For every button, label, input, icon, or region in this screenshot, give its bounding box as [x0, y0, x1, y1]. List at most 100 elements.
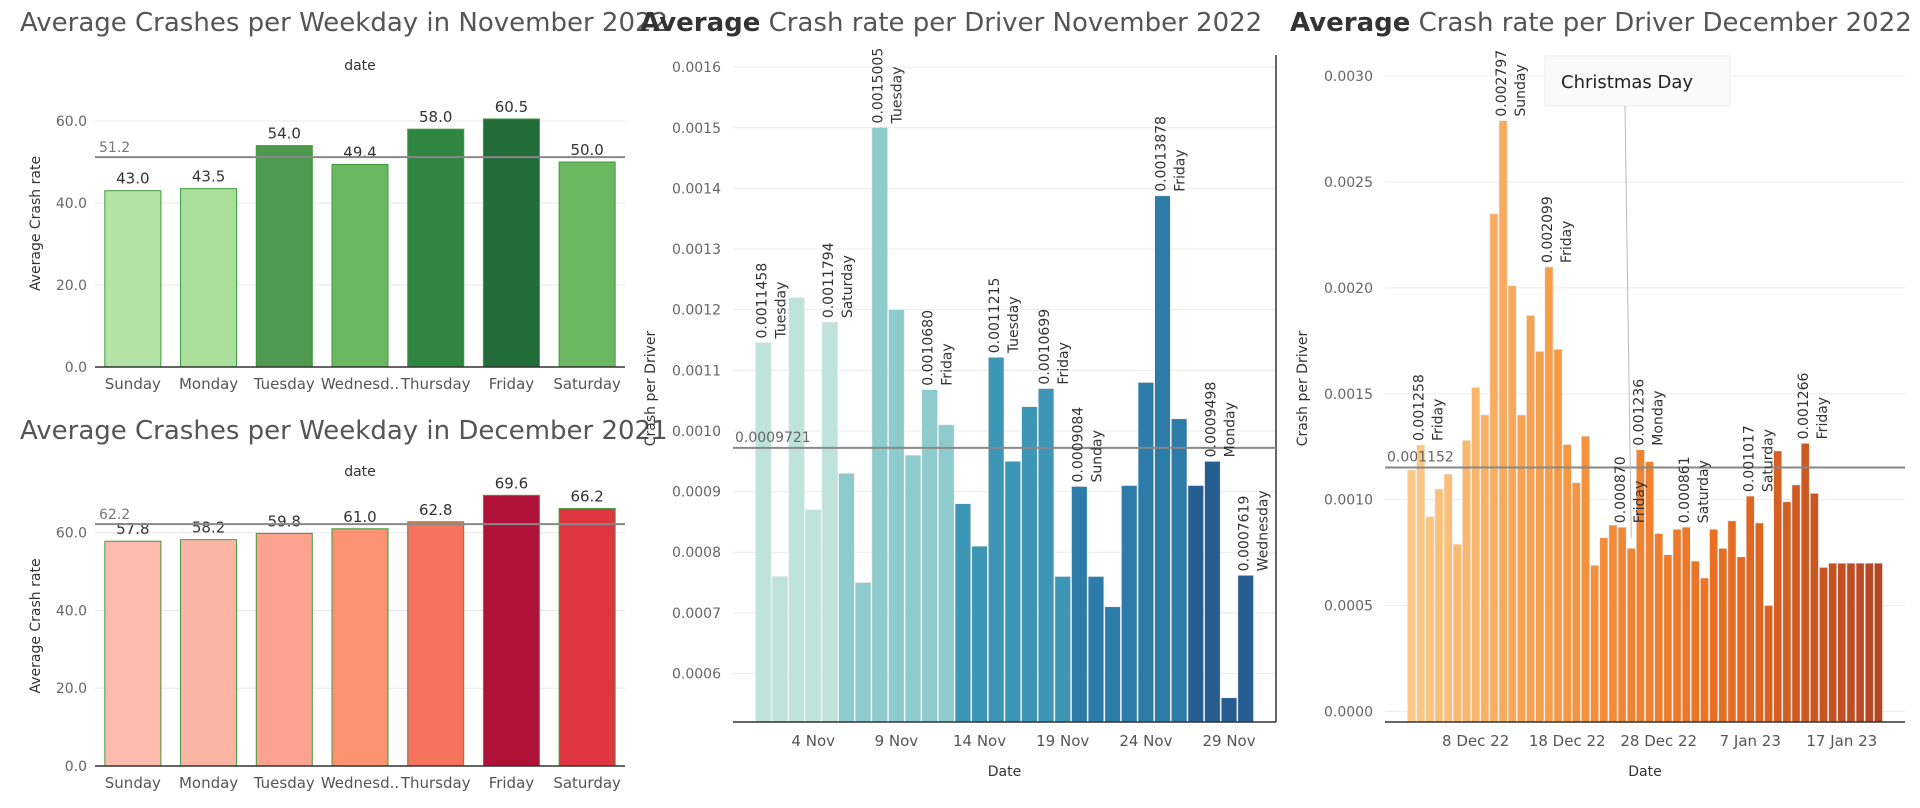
- bar-2022-12-30: [1672, 529, 1682, 723]
- bar-2022-12-01: [1407, 469, 1416, 723]
- bar-2022-12-18: [1562, 444, 1572, 723]
- annotation-day: Tuesday: [1006, 296, 1022, 354]
- bar-2023-01-16: [1828, 562, 1838, 723]
- annotation-value: 0.0013878: [1154, 116, 1170, 192]
- data-label: 61.0: [343, 508, 376, 526]
- bar-2023-01-17: [1837, 562, 1847, 723]
- bar-2022-11-02: [771, 576, 789, 723]
- annotation-value: 0.001236: [1631, 379, 1647, 446]
- annotation-value: 0.001258: [1412, 374, 1428, 441]
- x-tick-label: Saturday: [553, 774, 621, 792]
- annotation-value: 0.000870: [1613, 456, 1629, 523]
- bar-2022-11-10: [904, 454, 922, 723]
- y-axis-label: Crash per Driver: [643, 331, 659, 447]
- bar-saturday: [558, 508, 616, 767]
- bar-tuesday: [255, 532, 313, 767]
- top-axis-label: date: [344, 464, 376, 480]
- bar-2022-11-01: [755, 342, 772, 723]
- annotation-value: 0.0009498: [1203, 382, 1219, 458]
- bar-2022-12-22: [1599, 537, 1609, 723]
- bar-2023-01-12: [1791, 484, 1801, 723]
- bar-2022-11-14: [971, 545, 988, 723]
- annotation-day: Saturday: [1760, 429, 1776, 492]
- bar-2022-12-23: [1608, 524, 1618, 723]
- bar-2022-12-03: [1425, 516, 1435, 723]
- chart-title-nov-weekday: Average Crashes per Weekday in November …: [20, 8, 669, 38]
- x-tick-label: 28 Dec 22: [1620, 732, 1697, 750]
- bar-2023-01-19: [1855, 562, 1865, 723]
- annotation-day: Friday: [1632, 481, 1648, 523]
- bar-2022-12-08: [1471, 387, 1481, 723]
- bar-2022-12-31: [1681, 526, 1691, 723]
- bar-2022-12-13: [1517, 414, 1526, 723]
- y-tick-label: 0.0009: [672, 485, 721, 501]
- chart-dec_driver: 0.0000 0.0005 0.0010 0.0015 0.0020 0.0025 0.00…: [1295, 50, 1905, 780]
- annotation-day: Friday: [1815, 397, 1831, 439]
- reference-line-label: 0.0009721: [735, 430, 811, 446]
- bar-2023-01-09: [1764, 605, 1773, 723]
- x-tick-label: Tuesday: [253, 375, 315, 393]
- bar-thursday: [407, 128, 465, 368]
- y-tick-label: 20.0: [56, 681, 87, 697]
- data-label: 58.2: [192, 519, 225, 537]
- y-tick-label: 0.0011: [672, 363, 721, 379]
- data-label: 50.0: [570, 141, 603, 159]
- bar-2022-11-20: [1071, 486, 1088, 723]
- x-tick-label: Wednesd..: [321, 774, 399, 792]
- annotation-value: 0.0015005: [871, 48, 887, 124]
- bar-2022-12-14: [1526, 315, 1535, 723]
- bar-2022-12-11: [1498, 120, 1508, 723]
- x-tick-label: Sunday: [105, 375, 161, 393]
- bar-2022-11-28: [1204, 461, 1221, 723]
- x-tick-label: 8 Dec 22: [1442, 732, 1509, 750]
- annotation-day: Monday: [1222, 402, 1238, 457]
- annotation-day: Friday: [1056, 342, 1072, 384]
- bar-2022-11-25: [1154, 195, 1171, 723]
- bar-2022-11-12: [938, 424, 955, 723]
- bar-2022-11-13: [954, 503, 972, 723]
- bar-2023-01-14: [1809, 493, 1819, 723]
- annotation-value: 0.000861: [1677, 456, 1693, 523]
- bar-2023-01-04: [1718, 548, 1728, 723]
- bar-2023-01-06: [1736, 556, 1746, 723]
- x-tick-label: Friday: [489, 774, 535, 792]
- bar-2022-11-23: [1121, 485, 1138, 723]
- chart-title-dec-driver: Average Crash rate per Driver December 2…: [1290, 8, 1912, 38]
- bar-2023-01-01: [1690, 560, 1700, 723]
- annotation-day: Saturday: [1696, 460, 1712, 523]
- bar-friday: [482, 494, 540, 767]
- bar-2022-11-03: [788, 297, 805, 723]
- bar-2022-12-12: [1507, 285, 1517, 723]
- data-label: 69.6: [495, 474, 528, 492]
- data-label: 58.0: [419, 108, 452, 126]
- bar-monday: [180, 539, 238, 767]
- x-tick-label: 9 Nov: [875, 732, 919, 750]
- annotation-value: 0.001266: [1796, 372, 1812, 439]
- x-axis-label: Date: [988, 764, 1021, 780]
- x-tick-label: Monday: [179, 375, 238, 393]
- bar-2022-12-19: [1571, 482, 1581, 723]
- bar-2022-12-25: [1626, 548, 1636, 723]
- bar-2023-01-21: [1874, 562, 1883, 723]
- data-label: 54.0: [268, 125, 301, 143]
- x-tick-label: 4 Nov: [791, 732, 835, 750]
- bar-sunday: [104, 190, 162, 368]
- annotation-day: Monday: [1650, 390, 1666, 445]
- bar-2022-12-16: [1544, 266, 1554, 723]
- bar-tuesday: [255, 145, 313, 368]
- reference-line-label: 51.2: [99, 140, 130, 156]
- top-axis-label: date: [344, 58, 376, 74]
- y-tick-label: 40.0: [56, 603, 87, 619]
- bar-2022-11-08: [871, 127, 888, 723]
- bar-2022-11-27: [1187, 485, 1204, 723]
- bar-2022-11-30: [1237, 575, 1254, 723]
- y-tick-label: 0.0: [65, 759, 87, 775]
- x-tick-label: 19 Nov: [1036, 732, 1089, 750]
- bar-2022-11-05: [821, 321, 838, 723]
- y-tick-label: 0.0008: [672, 545, 721, 561]
- x-tick-label: Tuesday: [253, 774, 315, 792]
- y-tick-label: 40.0: [56, 196, 87, 212]
- bar-thursday: [407, 521, 465, 767]
- bar-2023-01-20: [1864, 562, 1874, 723]
